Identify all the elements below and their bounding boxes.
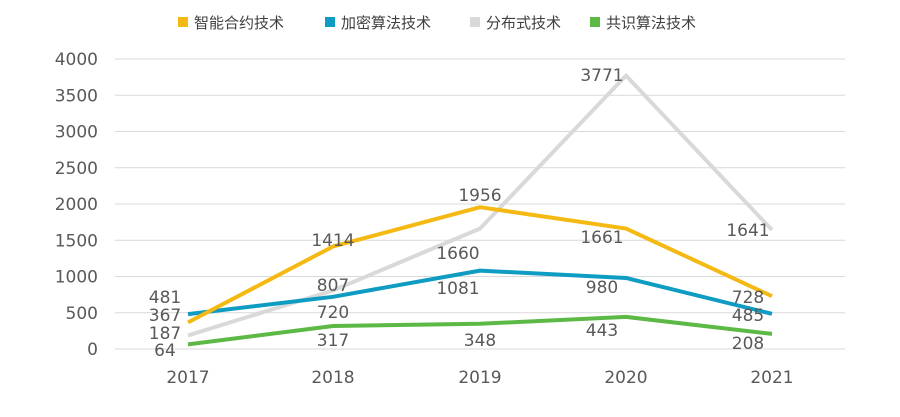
data-label: 1660 [436, 244, 479, 264]
data-label: 3771 [580, 66, 623, 86]
y-tick-label: 0 [87, 340, 98, 360]
x-tick-label: 2017 [166, 368, 209, 388]
y-tick-label: 3500 [55, 86, 98, 106]
legend-label: 分布式技术 [486, 14, 561, 32]
data-label: 208 [732, 334, 764, 354]
y-tick-label: 1000 [55, 268, 98, 288]
series-line [187, 314, 773, 347]
x-tick-label: 2020 [604, 368, 647, 388]
data-label: 1641 [726, 221, 769, 241]
y-tick-label: 2500 [55, 159, 98, 179]
x-tick-label: 2018 [311, 368, 354, 388]
data-label: 317 [317, 331, 349, 351]
series-line [187, 73, 774, 338]
data-label: 348 [464, 331, 496, 351]
legend-swatch [178, 17, 188, 27]
legend-swatch [470, 17, 480, 27]
data-label: 1956 [458, 186, 501, 206]
data-label: 1414 [311, 231, 354, 251]
legend-label: 智能合约技术 [194, 14, 284, 32]
y-tick-label: 4000 [55, 50, 98, 70]
x-tick-label: 2021 [750, 368, 793, 388]
legend-label: 加密算法技术 [341, 14, 431, 32]
legend-swatch [590, 17, 600, 27]
data-label: 980 [586, 278, 618, 298]
data-label: 367 [149, 306, 181, 326]
y-tick-label: 3000 [55, 123, 98, 143]
data-label: 481 [149, 288, 181, 308]
legend-swatch [325, 17, 335, 27]
data-label: 728 [732, 288, 764, 308]
data-label: 187 [149, 324, 181, 344]
y-tick-label: 500 [66, 304, 98, 324]
series-line [187, 205, 773, 325]
data-label: 807 [317, 276, 349, 296]
data-label: 485 [732, 306, 764, 326]
data-label: 1661 [580, 228, 623, 248]
x-tick-label: 2019 [458, 368, 501, 388]
data-label: 720 [317, 303, 349, 323]
y-tick-label: 2000 [55, 195, 98, 215]
data-label: 443 [586, 321, 618, 341]
legend-label: 共识算法技术 [606, 14, 696, 32]
data-label: 64 [154, 341, 176, 361]
data-label: 1081 [436, 279, 479, 299]
y-tick-label: 1500 [55, 231, 98, 251]
series-line [187, 268, 773, 317]
